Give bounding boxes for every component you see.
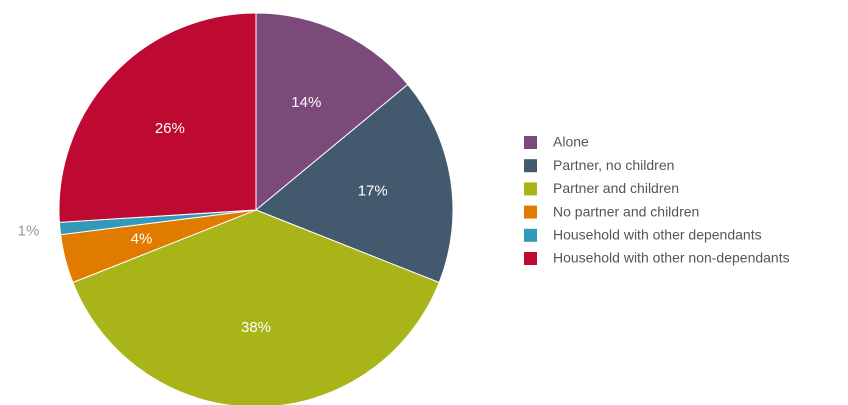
pie-slice xyxy=(72,209,440,405)
legend-swatch xyxy=(524,252,537,265)
legend-swatch xyxy=(524,182,537,196)
legend-swatch xyxy=(524,136,537,149)
legend-label: Household with other non-dependants xyxy=(553,250,790,266)
legend-label: Partner, no children xyxy=(553,157,674,173)
slice-label: 14% xyxy=(291,94,321,111)
legend-label: Partner and children xyxy=(553,180,679,196)
legend-swatch xyxy=(524,228,537,242)
pie-slice xyxy=(58,12,257,223)
slice-label: 4% xyxy=(131,230,153,247)
slice-label: 1% xyxy=(18,222,40,239)
legend-swatch xyxy=(524,159,537,173)
legend-swatch xyxy=(524,205,537,219)
legend-label: Household with other dependants xyxy=(553,227,762,243)
legend-label: Alone xyxy=(553,134,589,150)
pie-slice xyxy=(255,12,409,212)
slice-label: 38% xyxy=(241,319,271,336)
legend-label: No partner and children xyxy=(553,203,699,219)
slice-label: 17% xyxy=(358,182,388,199)
slice-label: 26% xyxy=(155,120,185,137)
pie-slice xyxy=(255,83,454,284)
